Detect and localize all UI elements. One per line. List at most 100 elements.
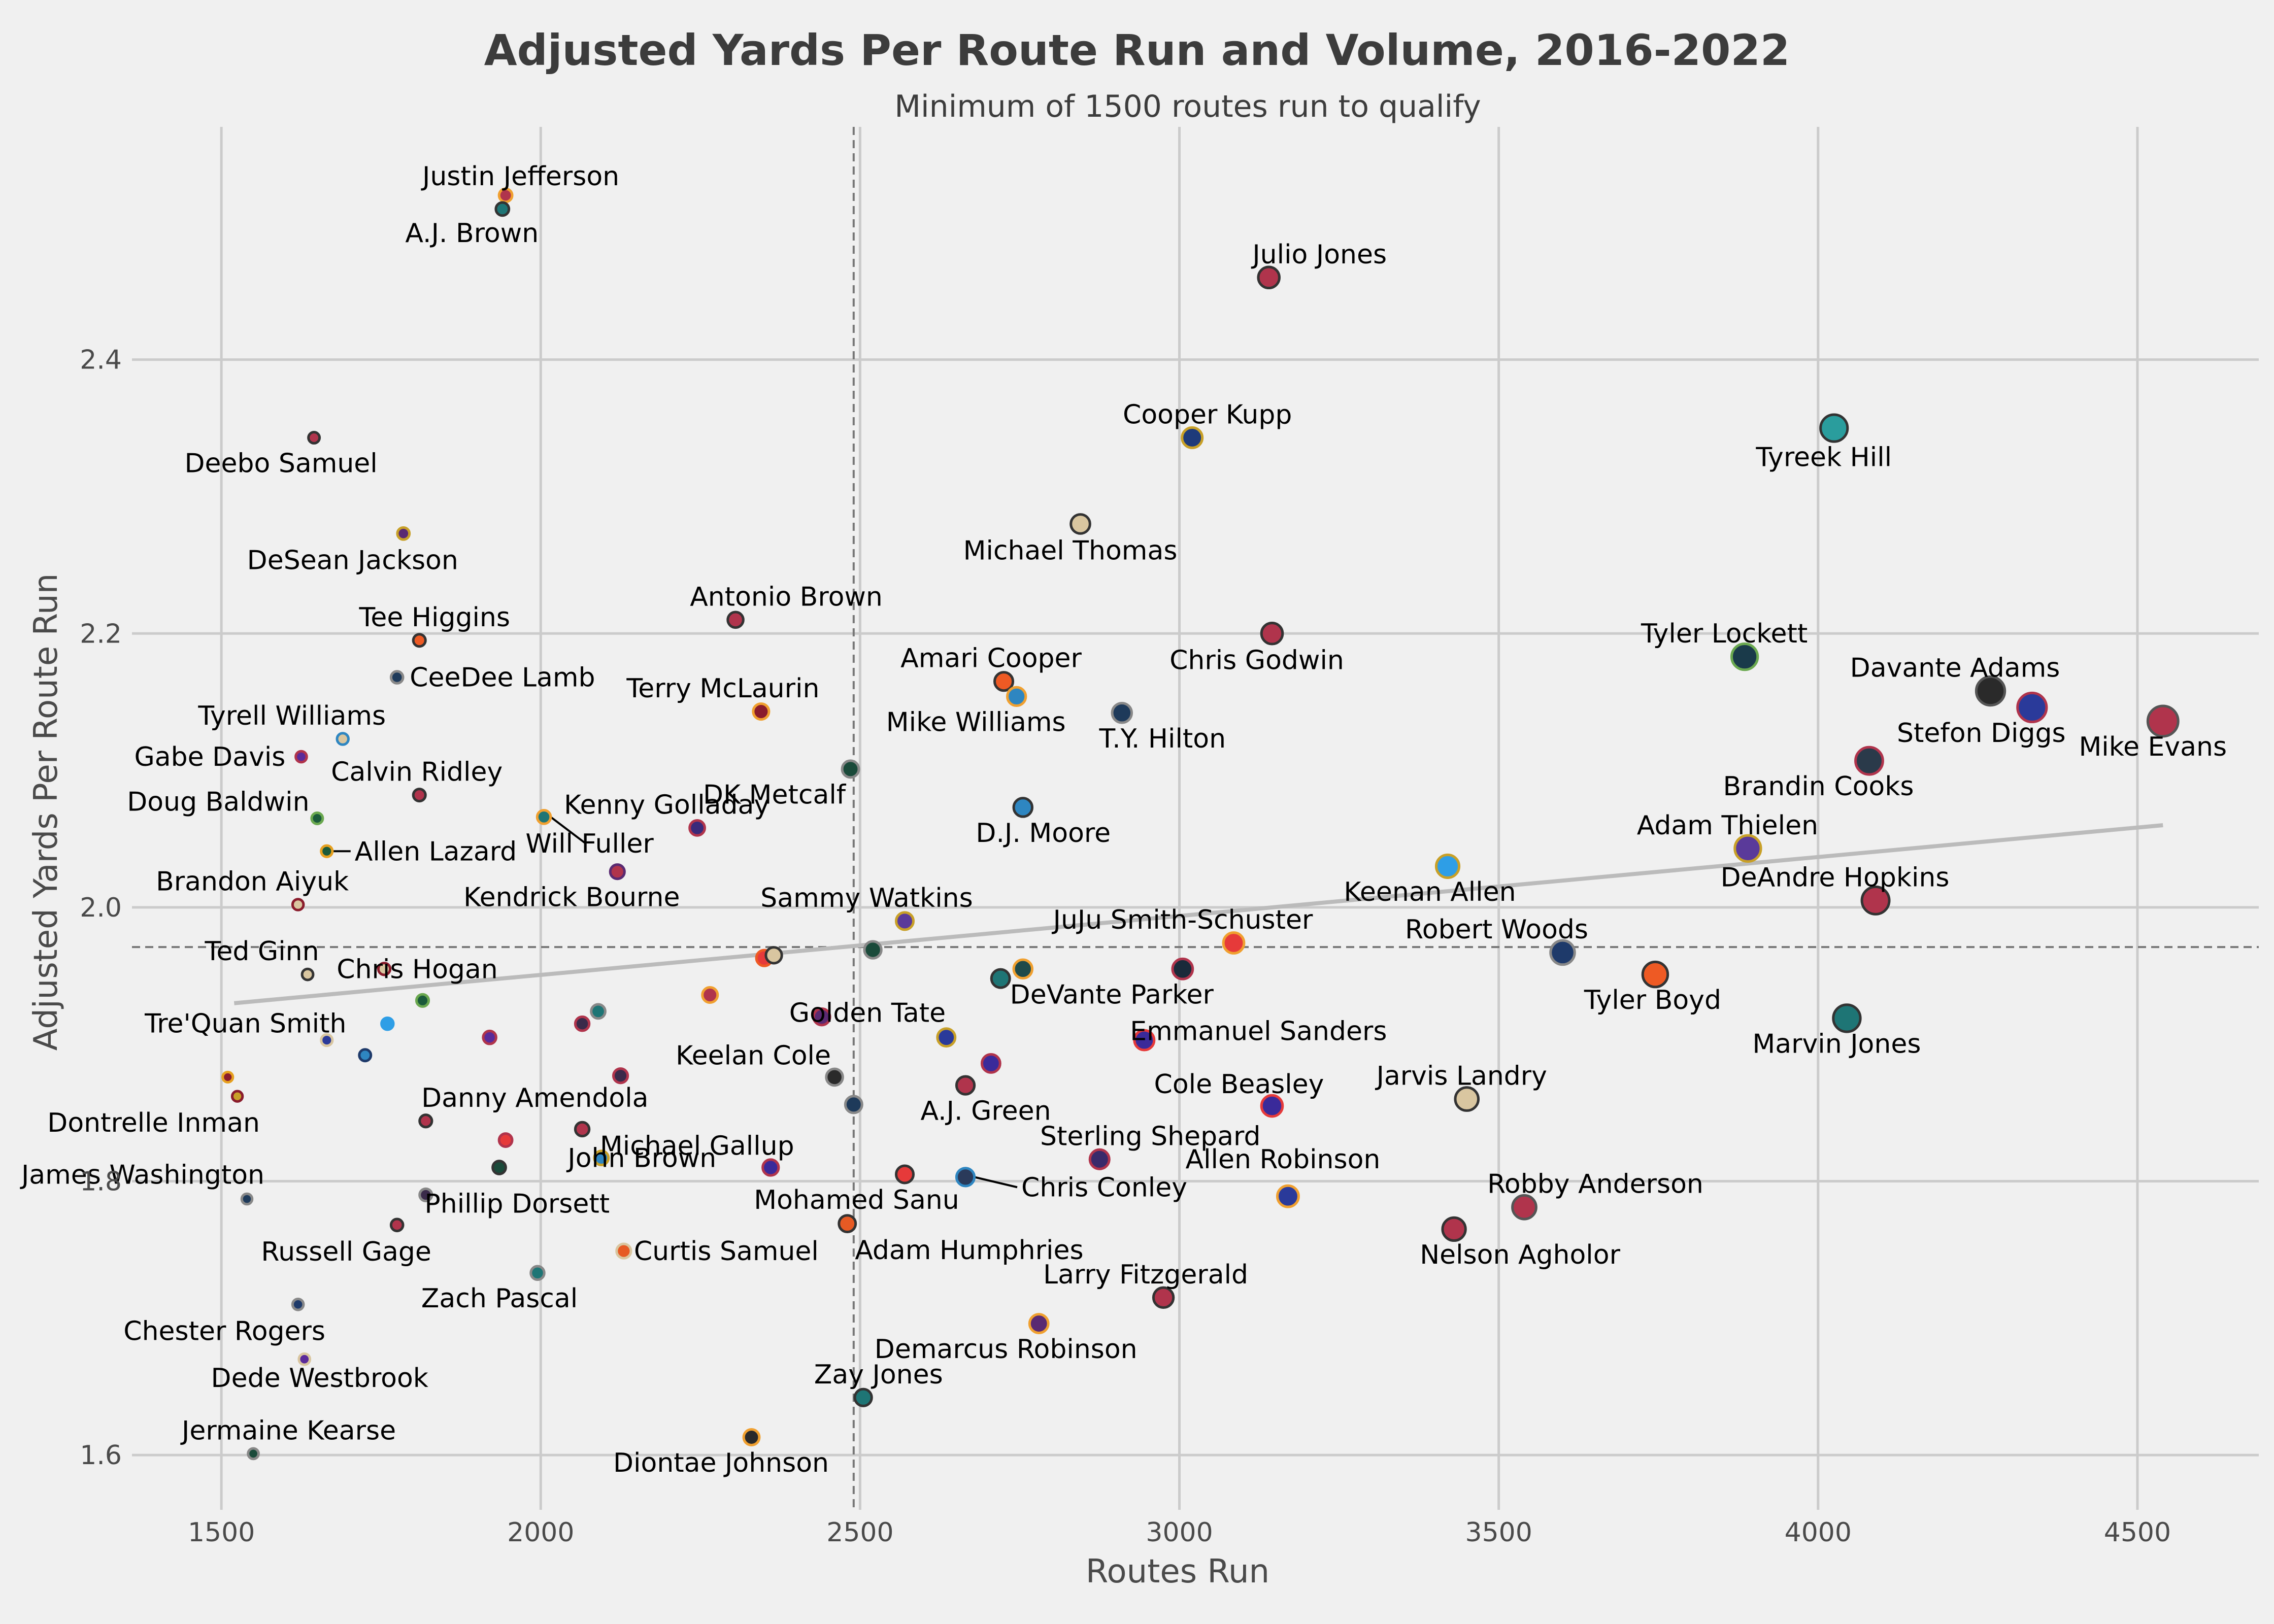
label-tyler-lockett: Tyler Lockett [1641,619,1808,649]
label-larry-fitzgerald: Larry Fitzgerald [1043,1260,1248,1290]
point-davante-adams [1975,675,2007,707]
point-unlabeled [358,1048,373,1063]
point-james-washington [240,1192,254,1206]
point-calvin-ridley [412,788,427,803]
label-cooper-kupp: Cooper Kupp [1123,399,1292,430]
point-unlabeled [415,993,430,1008]
point-chris-conley [955,1167,976,1188]
label-michael-thomas: Michael Thomas [963,535,1178,566]
label-zach-pascal: Zach Pascal [421,1283,578,1314]
label-calvin-ridley: Calvin Ridley [331,757,503,788]
point-jermaine-kearse [247,1447,260,1461]
label-emmanuel-sanders: Emmanuel Sanders [1130,1017,1387,1047]
label-golden-tate: Golden Tate [789,998,946,1029]
x-tick-label: 1500 [188,1517,255,1548]
point-brandin-cooks [1854,746,1884,776]
point-terry-mclaurin [752,702,771,721]
point-unlabeled [936,1027,957,1048]
point-danny-amendola [418,1113,433,1129]
label-deandre-hopkins: DeAndre Hopkins [1721,862,1950,893]
point-unlabeled [990,968,1011,989]
point-sammy-watkins [894,911,915,931]
label-will-fuller: Will Fuller [525,829,654,859]
point-unlabeled [980,1053,1001,1074]
point-chris-hogan [377,962,392,976]
label-chris-conley: Chris Conley [1021,1172,1187,1203]
label-kenny-golladay: Kenny Golladay [564,790,770,820]
point-marvin-jones [1832,1003,1862,1033]
label-curtis-samuel: Curtis Samuel [634,1236,819,1267]
point-cole-beasley [1260,1094,1284,1118]
connector-chris-conley [974,1176,1018,1189]
label-a-j-brown: A.J. Brown [405,218,539,249]
x-tick-label: 4500 [2104,1517,2171,1548]
point-tyrell-williams [336,732,350,746]
point-adam-humphries [838,1214,857,1234]
point-desean-jackson [396,526,411,541]
point-juju-smith-schuster [1222,931,1246,955]
y-tick-label: 1.8 [80,1166,122,1197]
label-nelson-agholor: Nelson Agholor [1420,1240,1620,1270]
label-demarcus-robinson: Demarcus Robinson [875,1334,1138,1365]
label-doug-baldwin: Doug Baldwin [127,787,309,818]
label-keenan-allen: Keenan Allen [1344,877,1516,907]
point-t-y-hilton [1111,702,1133,724]
point-larry-fitzgerald [1152,1286,1175,1309]
label-tyreek-hill: Tyreek Hill [1755,443,1892,473]
label-russell-gage: Russell Gage [261,1237,431,1267]
label-ted-ginn: Ted Ginn [204,936,319,967]
point-unlabeled [863,940,883,960]
point-unlabeled [497,1132,514,1148]
point-robby-anderson [1511,1194,1537,1221]
point-doug-baldwin [310,811,324,825]
point-will-fuller [536,808,552,825]
point-sterling-shepard [1088,1148,1111,1170]
x-tick-label: 2000 [507,1517,574,1548]
point-allen-lazard [320,844,334,858]
label-ceedee-lamb: CeeDee Lamb [410,663,595,693]
point-dk-metcalf [841,759,860,779]
label-michael-gallup: Michael Gallup [600,1131,794,1161]
x-tick-label: 4000 [1785,1517,1852,1548]
point-mike-evans [2146,704,2180,738]
point-emmanuel-sanders [1133,1029,1156,1052]
label-desean-jackson: DeSean Jackson [247,545,458,576]
label-john-brown: John Brown [566,1143,716,1174]
point-labels: Justin Jefferson A.J. Brown Julio Jones Dee… [20,161,2227,1478]
label-stefon-diggs: Stefon Diggs [1897,718,2066,749]
label-mohamed-sanu: Mohamed Sanu [754,1185,959,1215]
label-cole-beasley: Cole Beasley [1154,1069,1324,1100]
label-robby-anderson: Robby Anderson [1487,1169,1703,1200]
point-curtis-samuel [615,1242,632,1260]
point-zach-pascal [529,1265,546,1281]
point-chris-godwin [1260,621,1284,646]
data-points [221,187,2180,1461]
point-allen-robinson [1276,1184,1300,1208]
label-deebo-samuel: Deebo Samuel [184,448,377,479]
point-a-j-green [955,1075,976,1096]
point-tyler-lockett [1730,642,1759,671]
x-tick-label: 3500 [1465,1517,1532,1548]
point-dontrelle-inman [230,1090,244,1103]
label-brandon-aiyuk: Brandon Aiyuk [156,866,349,897]
label-d-j-moore: D.J. Moore [976,818,1111,849]
point-nelson-agholor [1441,1216,1467,1242]
point-zay-jones [853,1388,873,1407]
point-john-brown [593,1149,610,1167]
point-keenan-allen [1434,853,1461,879]
label-adam-thielen: Adam Thielen [1637,810,1818,841]
point-unlabeled [221,1070,235,1084]
point-unlabeled [574,1121,591,1138]
point-antonio-brown [726,611,745,629]
point-jarvis-landry [1454,1086,1480,1112]
point-amari-cooper [993,671,1015,692]
y-tick-label: 2.0 [80,893,122,923]
point-unlabeled [482,1029,497,1045]
point-michael-thomas [1069,513,1091,535]
label-sammy-watkins: Sammy Watkins [760,883,973,913]
point-unlabeled [590,1003,607,1020]
label-mike-williams: Mike Williams [886,707,1066,737]
point-golden-tate [812,1007,831,1027]
label-keelan-cole: Keelan Cole [676,1040,831,1071]
